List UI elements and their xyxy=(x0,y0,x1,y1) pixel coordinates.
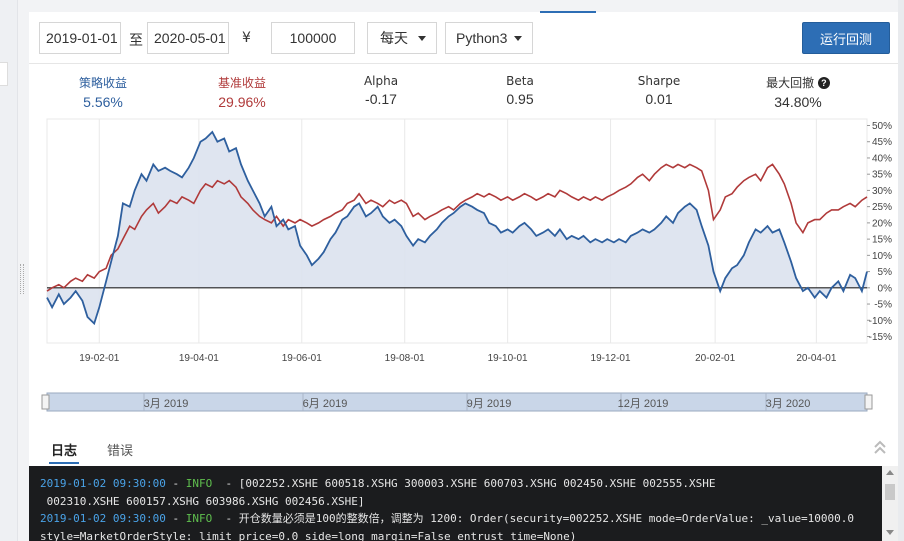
log-line: 2019-01-02 09:30:00 - INFO - 开仓数量必须是100的… xyxy=(29,510,898,528)
tab-logs[interactable]: 日志 xyxy=(48,440,80,464)
metric-value: 0.01 xyxy=(645,91,673,107)
start-date-value: 2019-01-01 xyxy=(46,30,118,46)
y-tick-label: 50% xyxy=(872,121,892,132)
active-tab-indicator xyxy=(540,11,596,13)
metric-benchmark-return: 基准收益 29.96% xyxy=(192,74,292,110)
log-message: 002310.XSHE 600157.XSHG 603986.XSHG 0024… xyxy=(40,494,365,508)
chevron-down-icon xyxy=(418,36,426,41)
end-date-value: 2020-05-01 xyxy=(154,30,226,46)
y-tick-label: -10% xyxy=(869,316,892,327)
frequency-value: 每天 xyxy=(380,30,408,46)
log-console[interactable]: 2019-01-02 09:30:00 - INFO - [002252.XSH… xyxy=(29,466,898,541)
y-tick-label: 5% xyxy=(878,267,893,278)
metric-value: 34.80% xyxy=(774,94,822,110)
x-tick-label: 19-10-01 xyxy=(488,353,528,364)
collapse-up-icon[interactable] xyxy=(872,439,888,455)
y-tick-label: 15% xyxy=(872,235,892,246)
x-tick-label: 19-06-01 xyxy=(282,353,322,364)
log-line: style=MarketOrderStyle: limit_price=0.0 … xyxy=(29,528,898,541)
log-message: style=MarketOrderStyle: limit_price=0.0 … xyxy=(40,529,577,541)
log-level: INFO xyxy=(185,477,213,490)
metric-value: 29.96% xyxy=(218,94,266,110)
metric-alpha: Alpha -0.17 xyxy=(331,74,431,107)
log-separator: - xyxy=(165,477,186,490)
y-tick-label: 40% xyxy=(872,153,892,164)
run-backtest-button[interactable]: 运行回测 xyxy=(802,22,890,54)
to-label: 至 xyxy=(129,33,143,49)
resize-handle[interactable] xyxy=(20,264,24,294)
y-tick-label: -5% xyxy=(874,300,892,311)
metric-value: 5.56% xyxy=(83,94,123,110)
sidebar-toggle[interactable] xyxy=(0,62,8,86)
benchmark-return-line xyxy=(46,163,868,292)
metric-name: Sharpe xyxy=(637,74,681,88)
metric-beta: Beta 0.95 xyxy=(470,74,570,107)
metric-max-drawdown: 最大回撤 ? 34.80% xyxy=(748,74,848,110)
right-scrollbar[interactable] xyxy=(898,0,904,541)
metric-value: -0.17 xyxy=(365,91,397,107)
metric-sharpe: Sharpe 0.01 xyxy=(609,74,709,107)
chevron-down-icon xyxy=(514,36,522,41)
tab-errors[interactable]: 错误 xyxy=(107,444,134,459)
x-tick-label: 19-08-01 xyxy=(385,353,425,364)
log-separator: - xyxy=(165,512,186,525)
log-timestamp: 2019-01-02 09:30:00 xyxy=(40,512,166,525)
metric-name: Beta xyxy=(506,74,534,88)
currency-symbol: ¥ xyxy=(242,30,251,46)
scroll-down-arrow-icon[interactable] xyxy=(886,530,894,535)
x-tick-label: 19-04-01 xyxy=(179,353,219,364)
end-date-input[interactable]: 2020-05-01 xyxy=(147,22,229,54)
metric-name-row: 最大回撤 ? xyxy=(748,74,848,91)
y-tick-label: -15% xyxy=(869,332,892,343)
log-tabs-bar: 日志 错误 xyxy=(29,430,898,464)
log-timestamp: 2019-01-02 09:30:00 xyxy=(40,477,166,490)
log-level: INFO xyxy=(185,512,213,525)
x-tick-label: 20-04-01 xyxy=(796,353,836,364)
help-icon[interactable]: ? xyxy=(817,77,830,89)
metric-name: 基准收益 xyxy=(217,76,266,90)
metric-name: 策略收益 xyxy=(78,76,127,90)
metric-value: 0.95 xyxy=(506,91,534,107)
y-tick-label: 10% xyxy=(872,251,892,262)
left-sidebar xyxy=(0,0,18,541)
scroll-up-arrow-icon[interactable] xyxy=(886,470,894,475)
frequency-select[interactable]: 每天 xyxy=(367,22,437,54)
y-tick-label: 20% xyxy=(872,218,892,229)
x-tick-label: 20-02-01 xyxy=(695,353,735,364)
strategy-return-line xyxy=(46,130,868,326)
x-tick-label: 19-02-01 xyxy=(79,353,119,364)
start-date-input[interactable]: 2019-01-01 xyxy=(39,22,121,54)
strategy-area xyxy=(47,132,867,324)
log-message: - [002252.XSHE 600518.XSHG 300003.XSHE 6… xyxy=(212,477,716,490)
x-tick-label: 19-12-01 xyxy=(591,353,631,364)
y-tick-label: 0% xyxy=(878,283,893,294)
backtest-toolbar: 2019-01-01 至 2020-05-01 ¥ 100000 每天 Pyth… xyxy=(29,14,898,64)
y-tick-label: 45% xyxy=(872,137,892,148)
capital-input[interactable]: 100000 xyxy=(271,22,355,54)
python-version-select[interactable]: Python3 xyxy=(445,22,533,54)
log-line: 002310.XSHE 600157.XSHG 603986.XSHG 0024… xyxy=(29,493,898,511)
metrics-summary: 策略收益 5.56% 基准收益 29.96% Alpha -0.17 Beta … xyxy=(29,66,898,112)
log-message: - 开仓数量必须是100的整数倍，调整为 1200: Order(securit… xyxy=(212,512,855,525)
y-tick-label: 30% xyxy=(872,186,892,197)
metric-name: 最大回撤 xyxy=(766,76,815,90)
y-tick-label: 35% xyxy=(872,170,892,181)
console-scrollbar[interactable] xyxy=(882,466,898,541)
y-tick-label: 25% xyxy=(872,202,892,213)
log-line: 2019-01-02 09:30:00 - INFO - [002252.XSH… xyxy=(29,475,898,493)
metric-name: Alpha xyxy=(363,74,399,88)
capital-value: 100000 xyxy=(289,30,337,46)
python-version-value: Python3 xyxy=(456,30,508,46)
metric-strategy-return: 策略收益 5.56% xyxy=(53,74,153,110)
scrollbar-thumb[interactable] xyxy=(885,484,895,500)
